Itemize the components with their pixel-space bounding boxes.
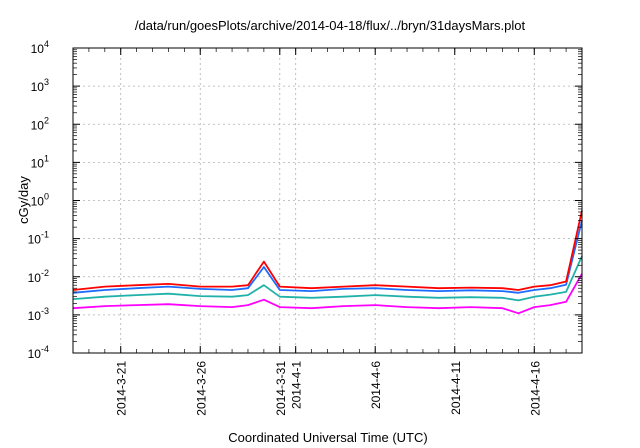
x-tick-label: 2014-4-6 [369, 361, 383, 409]
x-axis: 2014-3-21 2014-3-26 2014-3-31 2014-4-1 2014-… [88, 48, 567, 416]
y-axis-label: cGy/day [16, 176, 31, 224]
x-axis-label: Coordinated Universal Time (UTC) [228, 430, 427, 445]
series-line [72, 220, 583, 294]
series-line [72, 273, 583, 315]
x-tick-label: 2014-3-31 [274, 361, 288, 416]
y-tick-label: 104 [31, 39, 49, 56]
y-tick-label: 103 [31, 77, 49, 94]
x-tick-label: 2014-4-16 [528, 361, 542, 416]
y-tick-label: 10-4 [28, 344, 49, 361]
x-tick-label: 2014-4-1 [290, 361, 304, 409]
x-tick-label: 2014-4-11 [449, 361, 463, 415]
grid-lines [73, 48, 582, 353]
chart-title: /data/run/goesPlots/archive/2014-04-18/f… [135, 18, 526, 33]
series-line [72, 255, 583, 302]
series-line [72, 210, 583, 291]
y-tick-label: 10-2 [28, 268, 49, 285]
x-tick-label: 2014-3-21 [115, 361, 129, 416]
y-tick-label: 10-3 [28, 306, 49, 323]
x-tick-label: 2014-3-26 [194, 361, 208, 416]
series-lines [72, 210, 583, 315]
y-tick-label: 100 [31, 192, 49, 209]
y-tick-label: 10-1 [28, 230, 49, 247]
y-axis: 10-4 10-3 10-2 10-1 100 101 102 103 104 [28, 39, 582, 361]
y-tick-label: 102 [31, 115, 49, 132]
y-tick-label: 101 [31, 153, 49, 170]
